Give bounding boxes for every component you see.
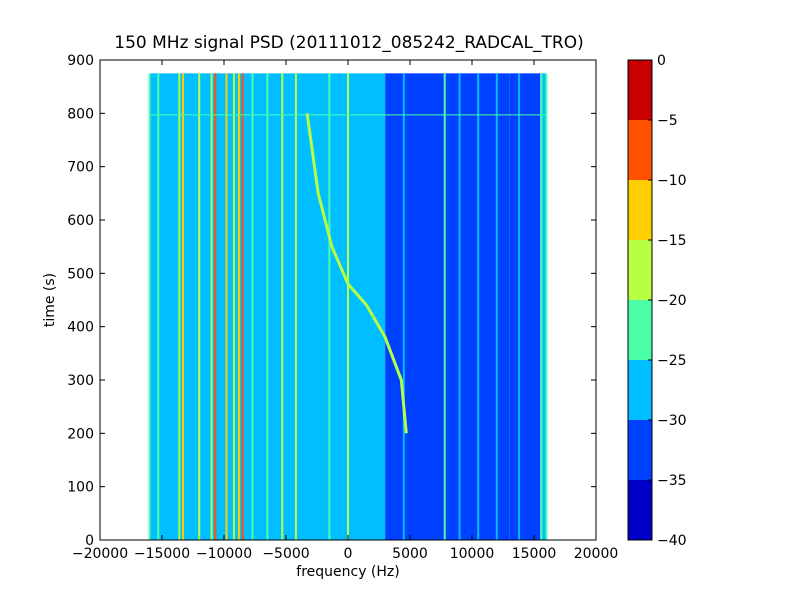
- colorbar-tick-label: −30: [657, 413, 687, 429]
- x-tick-label: −5000: [262, 546, 309, 562]
- x-tick-label: 10000: [450, 546, 495, 562]
- x-tick-label: 0: [344, 546, 353, 562]
- colorbar-tick-label: −20: [657, 293, 687, 309]
- y-tick-label: 900: [67, 53, 94, 69]
- y-tick-label: 300: [67, 373, 94, 389]
- colorbar-tick-label: −40: [657, 533, 687, 549]
- colorbar-swatch: [628, 420, 652, 480]
- y-tick-label: 600: [67, 213, 94, 229]
- y-axis-label: time (s): [42, 273, 58, 327]
- heatmap-region: [509, 73, 541, 540]
- colorbar-swatch: [628, 480, 652, 540]
- colorbar-tick-label: −25: [657, 353, 687, 369]
- x-tick-label: −20000: [72, 546, 128, 562]
- colorbar-swatch: [628, 300, 652, 360]
- y-tick-label: 700: [67, 160, 94, 176]
- y-tick-label: 200: [67, 426, 94, 442]
- colorbar-swatch: [628, 360, 652, 420]
- y-tick-label: 100: [67, 480, 94, 496]
- y-tick-label: 800: [67, 106, 94, 122]
- y-axis: 0 100 200 300 400 500 600 700 800 900: [67, 53, 596, 549]
- doppler-track: [305, 113, 408, 434]
- colorbar-swatch: [628, 180, 652, 240]
- colorbar: −40 −35 −30 −25 −20 −15 −10 −5 0: [627, 53, 687, 549]
- colorbar-tick-label: −5: [657, 113, 678, 129]
- x-tick-label: −10000: [196, 546, 252, 562]
- x-tick-label: −15000: [134, 546, 190, 562]
- colorbar-swatch: [628, 120, 652, 180]
- spectral-lines: [148, 73, 548, 540]
- y-tick-label: 400: [67, 320, 94, 336]
- x-tick-label: 15000: [512, 546, 557, 562]
- x-axis-label: frequency (Hz): [296, 564, 399, 580]
- heatmap-region: [385, 73, 510, 540]
- colorbar-tick-label: −15: [657, 233, 687, 249]
- y-tick-label: 500: [67, 266, 94, 282]
- colorbar-swatch: [628, 60, 652, 120]
- heatmap-region: [540, 73, 547, 540]
- y-tick-label: 0: [85, 533, 94, 549]
- colorbar-tick-label: −35: [657, 473, 687, 489]
- colorbar-tick-label: −10: [657, 173, 687, 189]
- plot-area: [99, 59, 597, 541]
- x-tick-label: 5000: [392, 546, 428, 562]
- chart-title: 150 MHz signal PSD (20111012_085242_RADC…: [114, 33, 583, 53]
- x-axis: −20000 −15000 −10000 −5000 0 5000 10000 15000 20…: [72, 60, 618, 562]
- x-tick-label: 20000: [574, 546, 619, 562]
- colorbar-swatch: [628, 240, 652, 300]
- colorbar-tick-label: 0: [657, 53, 666, 69]
